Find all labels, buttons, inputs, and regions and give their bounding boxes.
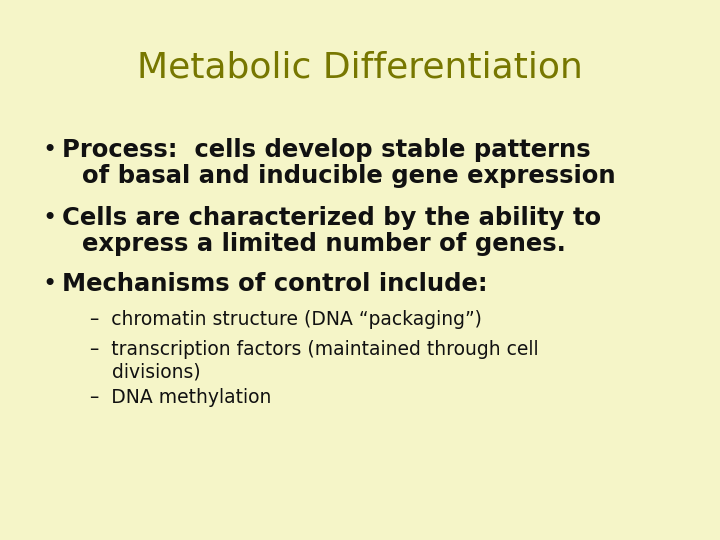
Text: Metabolic Differentiation: Metabolic Differentiation: [137, 50, 583, 84]
Text: of basal and inducible gene expression: of basal and inducible gene expression: [82, 164, 616, 188]
Text: •: •: [42, 272, 56, 296]
Text: –  transcription factors (maintained through cell: – transcription factors (maintained thro…: [90, 340, 539, 359]
Text: •: •: [42, 206, 56, 230]
Text: divisions): divisions): [112, 362, 201, 381]
Text: –  DNA methylation: – DNA methylation: [90, 388, 271, 407]
Text: –  chromatin structure (DNA “packaging”): – chromatin structure (DNA “packaging”): [90, 310, 482, 329]
Text: •: •: [42, 138, 56, 162]
Text: express a limited number of genes.: express a limited number of genes.: [82, 232, 566, 256]
Text: Process:  cells develop stable patterns: Process: cells develop stable patterns: [62, 138, 590, 162]
Text: Mechanisms of control include:: Mechanisms of control include:: [62, 272, 487, 296]
Text: Cells are characterized by the ability to: Cells are characterized by the ability t…: [62, 206, 601, 230]
